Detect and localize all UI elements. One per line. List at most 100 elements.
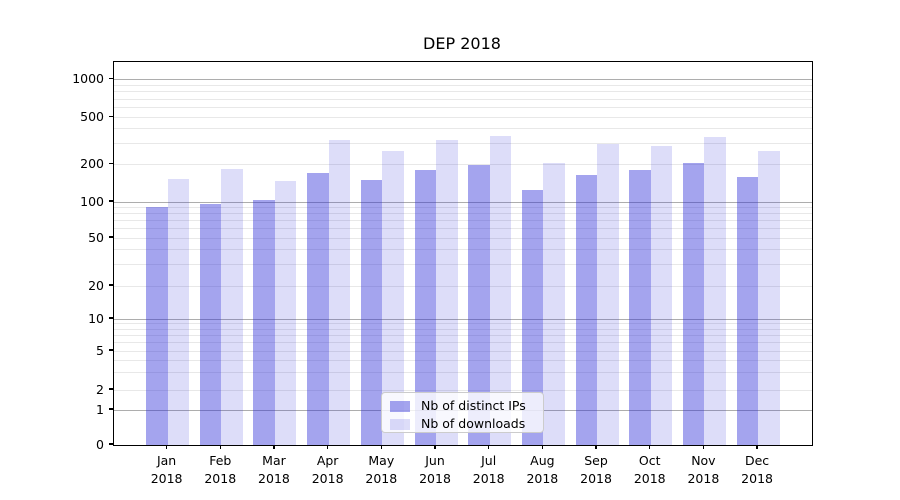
gridlines-layer (114, 62, 812, 445)
x-tick-may (380, 444, 382, 449)
gridline-minor-6 (114, 342, 812, 344)
gridline-major-10 (114, 318, 812, 320)
legend-swatch-downloads (390, 418, 410, 430)
gridline-minor-600 (114, 107, 812, 108)
y-tick-500 (109, 115, 113, 118)
gridline-minor-500 (114, 117, 812, 118)
gridline-minor-40 (114, 249, 812, 251)
x-tick-label-oct: Oct 2018 (633, 453, 666, 486)
y-tick-1 (109, 408, 113, 410)
x-tick-label-jun: Jun 2018 (419, 453, 451, 486)
y-tick-label-200: 200 (80, 156, 104, 171)
x-tick-nov (702, 444, 704, 449)
x-tick-apr (327, 444, 329, 449)
y-tick-label-1000: 1000 (72, 71, 104, 86)
legend-label-downloads: Nb of downloads (421, 416, 526, 431)
x-tick-mar (273, 444, 275, 449)
bar-downloads-may (382, 151, 404, 445)
y-tick-label-20: 20 (88, 277, 104, 293)
y-tick-label-100: 100 (80, 193, 104, 209)
gridline-minor-5 (114, 350, 812, 352)
bar-ips-jun (414, 170, 436, 445)
x-tick-label-aug: Aug 2018 (526, 453, 559, 486)
gridline-minor-60 (114, 228, 812, 230)
bar-downloads-nov (704, 137, 726, 445)
x-tick-oct (649, 444, 651, 449)
gridline-minor-50 (114, 237, 812, 239)
legend-item-downloads: Nb of downloads (390, 415, 535, 433)
bar-downloads-sep (597, 143, 619, 445)
gridline-minor-90 (114, 206, 812, 208)
gridline-minor-400 (114, 128, 812, 130)
gridline-minor-80 (114, 213, 812, 215)
legend: Nb of distinct IPs Nb of downloads (381, 392, 544, 433)
x-tick-dec (756, 444, 758, 449)
bar-downloads-oct (650, 146, 673, 445)
gridline-minor-9 (114, 323, 812, 325)
bar-ips-may (360, 180, 383, 445)
gridline-minor-300 (114, 143, 812, 145)
legend-label-ips: Nb of distinct IPs (421, 398, 526, 413)
bar-downloads-jun (436, 140, 458, 445)
x-tick-label-jul: Jul 2018 (472, 453, 505, 486)
bar-ips-nov (682, 163, 705, 445)
y-tick-5 (109, 349, 113, 351)
plot-area (113, 61, 813, 446)
x-tick-jan (166, 444, 168, 449)
bar-downloads-jul (489, 135, 512, 445)
bar-ips-apr (307, 173, 329, 445)
gridline-minor-8 (114, 328, 812, 330)
y-tick-label-2: 2 (96, 381, 104, 397)
x-tick-jun (434, 444, 436, 449)
bar-ips-aug (521, 189, 544, 445)
x-tick-label-sep: Sep 2018 (580, 453, 612, 486)
x-tick-label-feb: Feb 2018 (204, 453, 237, 486)
chart-title: DEP 2018 (423, 34, 501, 53)
gridline-minor-200 (114, 164, 812, 165)
gridline-minor-70 (114, 220, 812, 222)
bar-ips-oct (629, 169, 651, 445)
bar-downloads-apr (328, 139, 351, 445)
y-tick-50 (109, 236, 113, 238)
bars-layer (114, 62, 812, 445)
y-tick-10 (109, 317, 113, 319)
bar-ips-dec (736, 176, 759, 445)
bar-ips-sep (575, 174, 598, 445)
y-tick-label-0: 0 (96, 436, 104, 452)
bar-downloads-dec (758, 151, 780, 445)
y-tick-label-10: 10 (88, 310, 104, 326)
bar-ips-jan (146, 207, 168, 445)
gridline-minor-700 (114, 98, 812, 100)
y-tick-20 (109, 284, 113, 286)
legend-swatch-ips (390, 400, 410, 412)
y-tick-label-1: 1 (96, 401, 104, 417)
x-tick-jul (488, 444, 490, 449)
gridline-minor-4 (114, 359, 812, 361)
bar-downloads-aug (543, 163, 565, 445)
x-tick-label-jan: Jan 2018 (150, 453, 183, 486)
y-tick-label-5: 5 (96, 342, 104, 358)
y-tick-2 (109, 388, 113, 390)
x-tick-label-nov: Nov 2018 (687, 453, 720, 486)
y-tick-label-500: 500 (80, 109, 104, 124)
x-tick-label-dec: Dec 2018 (741, 453, 773, 486)
gridline-major-1000 (114, 79, 812, 80)
gridline-minor-20 (114, 285, 812, 287)
legend-item-ips: Nb of distinct IPs (390, 397, 535, 415)
gridline-minor-3 (114, 372, 812, 374)
y-tick-200 (109, 162, 113, 165)
x-tick-label-may: May 2018 (365, 453, 398, 486)
y-tick-100 (109, 200, 113, 202)
gridline-minor-800 (114, 91, 812, 93)
gridline-minor-30 (114, 264, 812, 266)
bar-ips-feb (199, 203, 222, 445)
x-tick-label-mar: Mar 2018 (258, 453, 290, 486)
x-tick-label-apr: Apr 2018 (311, 453, 344, 486)
gridline-minor-7 (114, 334, 812, 336)
y-tick-1000 (109, 77, 113, 80)
gridline-minor-2 (114, 389, 812, 391)
y-tick-0 (109, 443, 113, 445)
x-tick-sep (595, 444, 597, 449)
bar-downloads-mar (274, 180, 297, 445)
